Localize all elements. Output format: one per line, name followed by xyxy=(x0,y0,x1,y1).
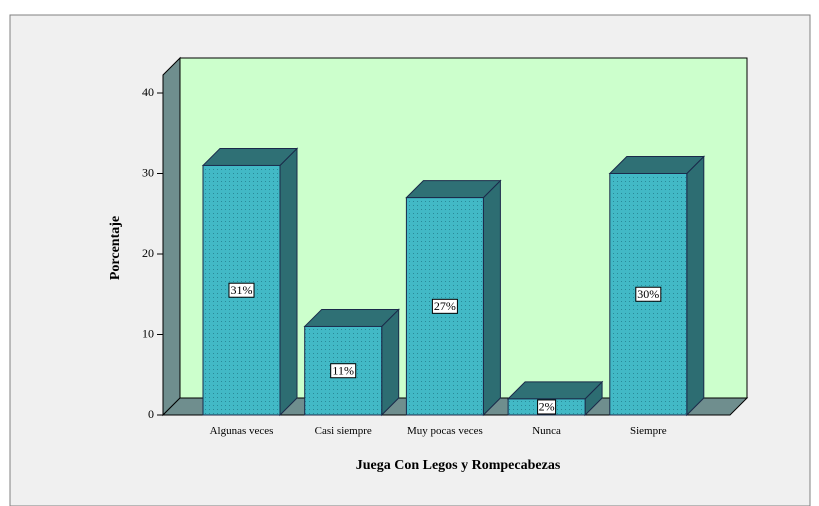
x-tick-label: Casi siempre xyxy=(314,425,372,437)
value-label: 2% xyxy=(539,400,555,414)
y-tick-label: 10 xyxy=(142,326,154,340)
bar-side xyxy=(381,308,400,417)
value-label: 30% xyxy=(637,287,659,301)
y-axis-label: Porcentaje xyxy=(108,216,123,280)
value-label-box xyxy=(635,286,662,302)
x-tick-label: Siempre xyxy=(629,425,667,437)
bar xyxy=(303,308,400,417)
bar-side xyxy=(279,147,298,417)
y-tick-label: 0 xyxy=(148,407,154,421)
value-label: 31% xyxy=(231,283,253,297)
value-label: 27% xyxy=(434,299,456,313)
bar-top xyxy=(506,381,604,400)
bar-top xyxy=(303,308,400,327)
bar-top xyxy=(201,147,299,166)
x-tick-label: Muy pocas veces xyxy=(407,425,483,437)
bar xyxy=(201,147,299,417)
bar xyxy=(608,155,706,417)
side-wall xyxy=(162,56,181,417)
value-label: 11% xyxy=(332,363,354,377)
y-tick-label: 40 xyxy=(142,85,154,99)
bar-top xyxy=(405,180,502,199)
value-label-box xyxy=(228,282,255,298)
y-tick-label: 20 xyxy=(142,246,154,260)
value-label-box xyxy=(537,399,557,415)
x-axis-label: Juega Con Legos y Rompecabezas xyxy=(356,458,561,473)
bar xyxy=(405,179,502,417)
value-label-box xyxy=(431,298,458,314)
bar-side xyxy=(482,179,501,417)
y-tick-label: 30 xyxy=(142,165,154,179)
bar-top xyxy=(608,156,706,174)
x-tick-label: Algunas veces xyxy=(209,425,274,437)
bar-side xyxy=(686,155,705,417)
x-tick-label: Nunca xyxy=(532,425,561,437)
value-label-box xyxy=(330,363,357,379)
